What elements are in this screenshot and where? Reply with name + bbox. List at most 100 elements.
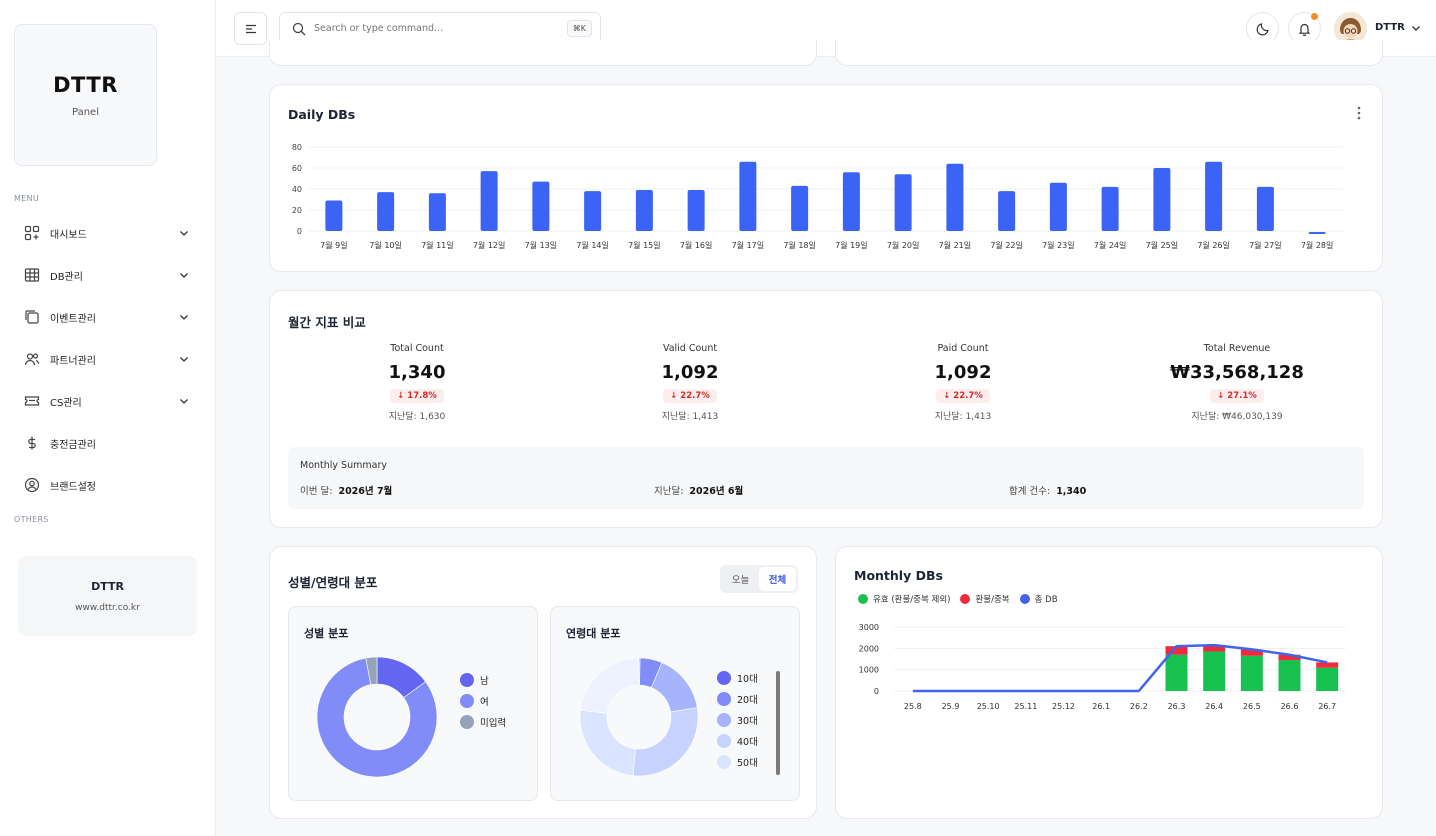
grid-plus-icon — [24, 225, 40, 241]
sidebar-item-brand[interactable]: 브랜드설정 — [14, 470, 200, 500]
bar-refund — [1165, 646, 1188, 655]
x-tick-label: 7월 20일 — [887, 240, 920, 250]
bar-refund — [1316, 662, 1339, 668]
sidebar-item-charge[interactable]: 충전금관리 — [14, 428, 200, 458]
x-tick-label: 7월 18일 — [783, 240, 816, 250]
avatar[interactable] — [1334, 12, 1367, 45]
x-tick-label: 26.4 — [1205, 702, 1223, 711]
x-tick-label: 26.6 — [1281, 702, 1299, 711]
chevron-down-icon[interactable] — [1410, 22, 1422, 34]
legend-label: 10대 — [737, 674, 758, 685]
chevron-down-icon — [180, 273, 188, 278]
daily-dbs-title: Daily DBs — [288, 107, 356, 122]
kpi-valid-count: Valid Count 1,092 ↓ 22.7% 지난달: 1,413 — [560, 343, 820, 422]
bar — [480, 171, 498, 231]
donut-slice — [316, 657, 438, 778]
x-tick-label: 7월 9일 — [320, 240, 347, 250]
sidebar-toggle-button[interactable] — [234, 12, 267, 45]
previous-card-right — [835, 40, 1383, 66]
sidebar-item-dashboard[interactable]: 대시보드 — [14, 218, 200, 248]
bar — [894, 174, 912, 231]
age-distribution-panel: 연령대 분포 10대 20대 30대 40대 50대 — [550, 606, 800, 801]
monthly-compare-title: 월간 지표 비교 — [288, 315, 366, 330]
x-tick-label: 7월 27일 — [1249, 240, 1282, 250]
summary-label: 합계 건수: — [1009, 486, 1051, 497]
theme-toggle-button[interactable] — [1246, 12, 1279, 45]
y-tick-label: 60 — [292, 164, 302, 173]
x-tick-label: 7월 13일 — [525, 240, 558, 250]
seg-today-button[interactable]: 오늘 — [731, 575, 750, 586]
bar — [842, 172, 860, 231]
age-donut-chart — [579, 657, 699, 777]
x-tick-label: 7월 22일 — [990, 240, 1023, 250]
brand-card[interactable]: DTTR Panel — [14, 24, 157, 166]
search-input[interactable] — [314, 23, 567, 34]
legend-30s[interactable]: 30대 — [717, 713, 758, 727]
age-legend-list[interactable]: 10대 20대 30대 40대 50대 — [717, 671, 777, 783]
footer-url[interactable]: www.dttr.co.kr — [75, 602, 140, 613]
legend-total[interactable]: 총 DB — [1019, 593, 1058, 605]
legend-scrollbar[interactable] — [776, 671, 780, 775]
bar — [687, 190, 705, 231]
sidebar-item-cs[interactable]: CS관리 — [14, 386, 200, 416]
dollar-icon — [24, 435, 40, 451]
legend-10s[interactable]: 10대 — [717, 671, 758, 685]
y-tick-label: 3000 — [859, 623, 879, 632]
legend-swatch — [1019, 594, 1030, 604]
user-name[interactable]: DTTR — [1375, 22, 1405, 33]
monthly-dbs-chart: 0 1000 2000 3000 25.8 25.9 25.10 25.11 25.12 26.1… — [859, 623, 1346, 711]
legend-male[interactable]: 남 — [460, 673, 489, 687]
legend-swatch — [717, 671, 731, 685]
sidebar-item-label: 대시보드 — [50, 229, 87, 241]
sidebar-item-partner[interactable]: 파트너관리 — [14, 344, 200, 374]
kpi-label: Total Revenue — [1203, 343, 1271, 354]
x-tick-label: 25.10 — [977, 702, 1000, 711]
daily-dbs-chart: 0 20 40 60 80 7월 9일 7월 10일 7월 11일 7월 12일 7월 13일 7월… — [292, 143, 1343, 250]
kpi-label: Valid Count — [662, 343, 718, 354]
chevron-down-icon — [180, 315, 188, 320]
bar — [635, 190, 653, 231]
legend-unknown[interactable]: 미입력 — [460, 715, 506, 729]
legend-20s[interactable]: 20대 — [717, 692, 758, 706]
kpi-previous: 지난달: 1,413 — [661, 412, 719, 422]
legend-refund[interactable]: 환불/중복 — [960, 593, 1010, 605]
legend-40s[interactable]: 40대 — [717, 734, 758, 748]
legend-swatch — [460, 715, 474, 729]
bar — [1205, 161, 1223, 231]
kpi-change-badge: ↓ 22.7% — [936, 389, 990, 403]
more-vertical-icon[interactable] — [1356, 105, 1362, 121]
donut-slice — [632, 707, 699, 777]
legend-female[interactable]: 여 — [460, 694, 489, 708]
seg-all-button[interactable]: 전체 — [759, 567, 796, 591]
previous-card-left — [269, 40, 817, 66]
x-tick-label: 7월 26일 — [1197, 240, 1230, 250]
legend-label: 20대 — [737, 695, 758, 706]
summary-value: 2026년 6월 — [689, 486, 744, 497]
legend-swatch — [460, 673, 474, 687]
y-tick-label: 0 — [297, 227, 302, 236]
sidebar-item-db[interactable]: DB관리 — [14, 260, 200, 290]
bar-refund — [1278, 654, 1301, 661]
kpi-value: ₩33,568,128 — [1170, 362, 1304, 383]
donut-slice — [580, 657, 640, 714]
legend-label: 여 — [480, 697, 489, 708]
x-tick-label: 7월 28일 — [1301, 240, 1334, 250]
kpi-previous: 지난달: 1,413 — [934, 412, 992, 422]
legend-valid[interactable]: 유효 (환불/중복 제외) — [858, 593, 950, 605]
bar — [1049, 182, 1067, 231]
legend-label: 30대 — [737, 716, 758, 727]
kpi-total-count: Total Count 1,340 ↓ 17.8% 지난달: 1,630 — [287, 343, 547, 422]
sidebar-item-event[interactable]: 이벤트관리 — [14, 302, 200, 332]
x-tick-label: 7월 15일 — [628, 240, 661, 250]
bar-valid — [1240, 655, 1263, 691]
bar — [946, 163, 964, 231]
legend-swatch — [717, 692, 731, 706]
bar — [377, 192, 395, 231]
sidebar-item-label: DB관리 — [50, 271, 83, 283]
legend-swatch — [858, 594, 868, 604]
bar — [1153, 168, 1171, 231]
x-tick-label: 26.7 — [1318, 702, 1336, 711]
legend-50s[interactable]: 50대 — [717, 755, 758, 769]
summary-value: 1,340 — [1056, 486, 1087, 497]
moon-icon — [1256, 22, 1269, 35]
